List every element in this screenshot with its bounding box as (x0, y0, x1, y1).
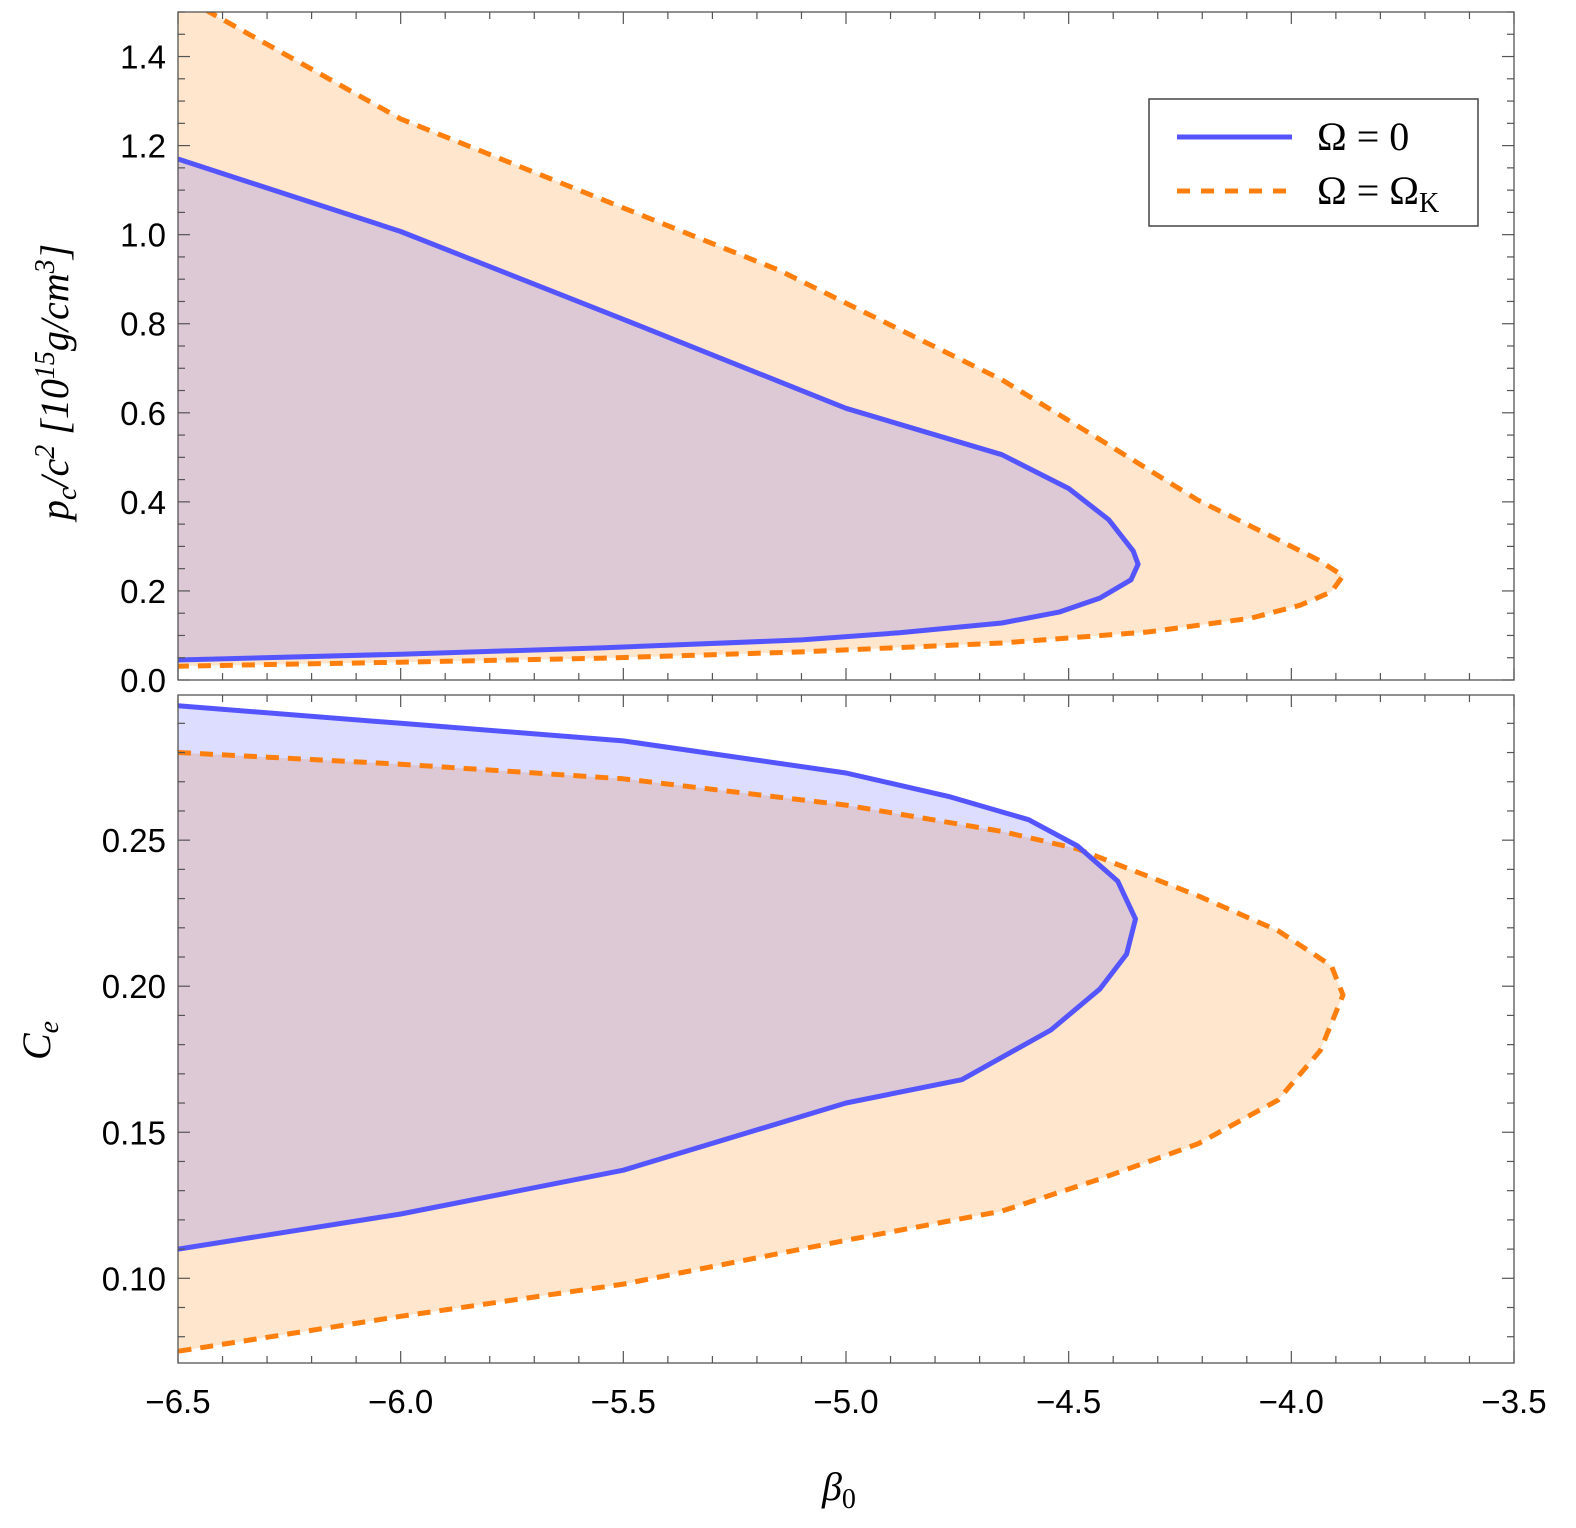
y-tick-label: 0.8 (120, 306, 166, 343)
y-tick-label: 1.2 (120, 128, 166, 165)
series-line-omega-k (178, 750, 1346, 1354)
legend-label-omega-0: Ω = 0 (1317, 114, 1409, 159)
y-tick-label: 0.15 (102, 1114, 166, 1151)
x-axis-label: β0 (821, 1464, 856, 1515)
x-tick-label: −5.5 (591, 1383, 656, 1420)
y-tick-label: 0.4 (120, 484, 166, 521)
y-tick-label: 0.0 (120, 662, 166, 699)
series-line-omega-0 (178, 703, 1138, 1252)
legend-label-omega-k: Ω = ΩK (1317, 168, 1439, 219)
legend: Ω = 0 Ω = ΩK (1148, 98, 1479, 227)
top-panel: 0.0 0.2 0.4 0.6 0.8 1.0 1.2 1.4 (120, 11, 1515, 699)
x-tick-label: −3.5 (1481, 1383, 1546, 1420)
y-tick-label: 0.20 (102, 968, 166, 1005)
y-tick-label: 0.2 (120, 573, 166, 610)
area-fill-omega-k (178, 12, 1343, 667)
y-axis-label-bottom: Ce (14, 1021, 65, 1060)
series-line-omega-0 (178, 156, 1141, 663)
y-tick-label: 0.6 (120, 395, 166, 432)
legend-box (1148, 98, 1479, 227)
y-tick-label: 0.10 (102, 1260, 166, 1297)
y-tick-label: 1.0 (120, 217, 166, 254)
x-tick-label: −6.5 (145, 1383, 210, 1420)
x-tick-label: −6.0 (368, 1383, 433, 1420)
y-tick-label: 1.4 (120, 39, 166, 76)
x-tick-label: −4.0 (1259, 1383, 1324, 1420)
x-tick-label: −5.0 (813, 1383, 878, 1420)
bottom-panel: −6.5 −6.0 −5.5 −5.0 −4.5 −4.0 −3.5 0.10 0.15 0.20… (102, 694, 1547, 1420)
y-tick-label: 0.25 (102, 822, 166, 859)
y-axis-label-top: pc/c2 [1015g/cm3] (30, 244, 83, 523)
x-tick-label: −4.5 (1036, 1383, 1101, 1420)
area-fill-omega-0 (178, 705, 1136, 1250)
area-fill-omega-0 (178, 159, 1139, 660)
series-line-omega-k (178, 12, 1346, 669)
